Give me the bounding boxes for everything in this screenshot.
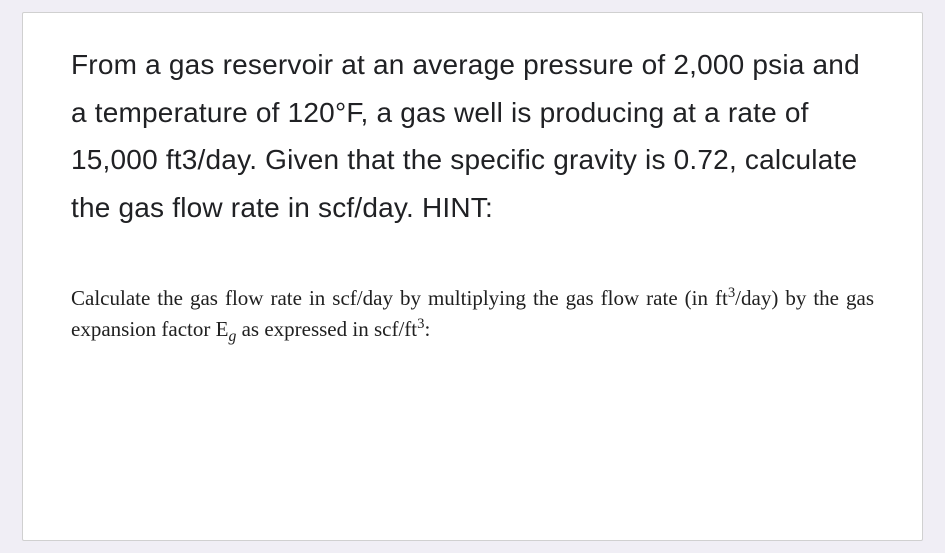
hint-suffix: : <box>424 317 430 341</box>
hint-text: Calculate the gas flow rate in scf/day b… <box>71 283 874 344</box>
hint-mid2: as expressed in scf/ft <box>236 317 417 341</box>
hint-prefix: Calculate the gas flow rate in scf/day b… <box>71 286 728 310</box>
problem-statement: From a gas reservoir at an average press… <box>71 41 874 231</box>
problem-card: From a gas reservoir at an average press… <box>22 12 923 541</box>
